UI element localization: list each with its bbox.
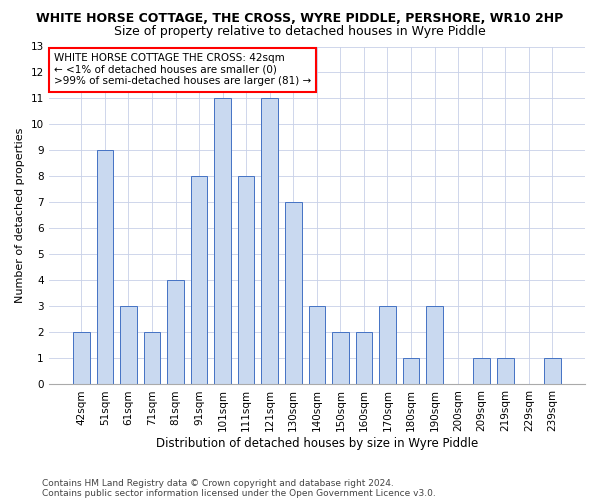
Bar — [308, 306, 325, 384]
Text: Contains HM Land Registry data © Crown copyright and database right 2024.: Contains HM Land Registry data © Crown c… — [42, 478, 394, 488]
Bar — [403, 358, 419, 384]
Text: Size of property relative to detached houses in Wyre Piddle: Size of property relative to detached ho… — [114, 25, 486, 38]
Bar — [285, 202, 302, 384]
Bar — [379, 306, 396, 384]
Text: WHITE HORSE COTTAGE THE CROSS: 42sqm
← <1% of detached houses are smaller (0)
>9: WHITE HORSE COTTAGE THE CROSS: 42sqm ← <… — [54, 54, 311, 86]
Bar — [191, 176, 208, 384]
Bar — [544, 358, 560, 384]
Bar — [97, 150, 113, 384]
Bar — [214, 98, 231, 385]
Bar — [167, 280, 184, 384]
Bar — [332, 332, 349, 384]
Y-axis label: Number of detached properties: Number of detached properties — [15, 128, 25, 303]
Text: WHITE HORSE COTTAGE, THE CROSS, WYRE PIDDLE, PERSHORE, WR10 2HP: WHITE HORSE COTTAGE, THE CROSS, WYRE PID… — [37, 12, 563, 26]
Bar — [144, 332, 160, 384]
Bar — [120, 306, 137, 384]
Bar — [427, 306, 443, 384]
Bar — [473, 358, 490, 384]
Bar — [497, 358, 514, 384]
Bar — [238, 176, 254, 384]
X-axis label: Distribution of detached houses by size in Wyre Piddle: Distribution of detached houses by size … — [156, 437, 478, 450]
Text: Contains public sector information licensed under the Open Government Licence v3: Contains public sector information licen… — [42, 488, 436, 498]
Bar — [356, 332, 372, 384]
Bar — [73, 332, 89, 384]
Bar — [262, 98, 278, 385]
